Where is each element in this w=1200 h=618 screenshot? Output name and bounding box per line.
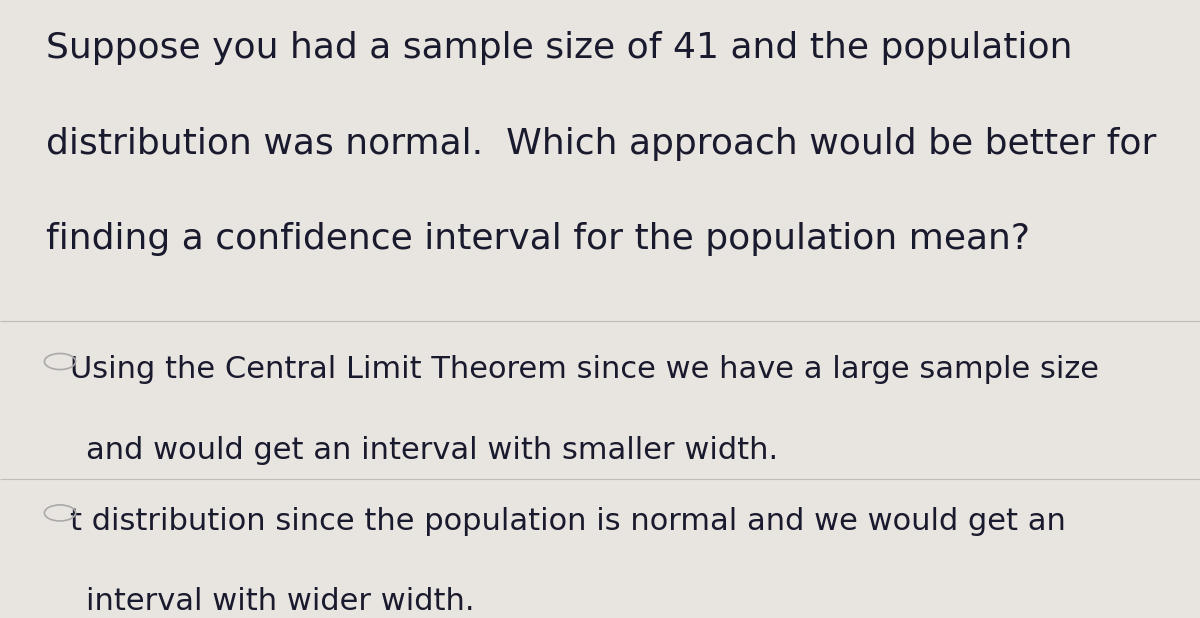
Text: t distribution since the population is normal and we would get an: t distribution since the population is n… [70, 507, 1066, 536]
Text: Suppose you had a sample size of 41 and the population: Suppose you had a sample size of 41 and … [46, 31, 1072, 65]
Text: interval with wider width.: interval with wider width. [86, 587, 475, 616]
Text: Using the Central Limit Theorem since we have a large sample size: Using the Central Limit Theorem since we… [70, 355, 1099, 384]
Text: finding a confidence interval for the population mean?: finding a confidence interval for the po… [46, 222, 1030, 256]
Text: and would get an interval with smaller width.: and would get an interval with smaller w… [86, 436, 779, 465]
Text: distribution was normal.  Which approach would be better for: distribution was normal. Which approach … [46, 127, 1156, 161]
